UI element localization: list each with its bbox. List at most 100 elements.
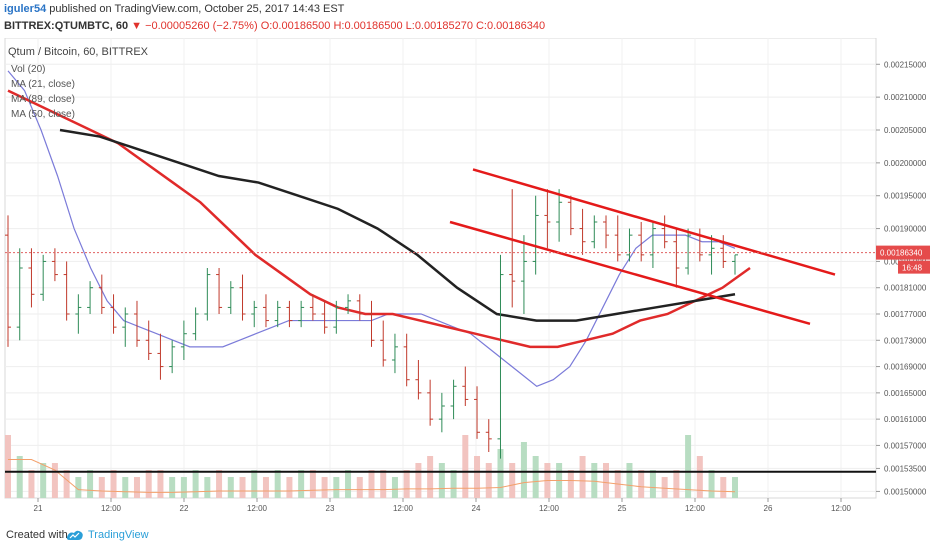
volume-bar bbox=[309, 470, 316, 498]
y-tick-label: 0.00205000 bbox=[884, 126, 927, 135]
volume-bar bbox=[333, 477, 340, 498]
volume-bar bbox=[133, 477, 140, 498]
volume-bar bbox=[298, 470, 305, 498]
volume-bar bbox=[321, 477, 328, 498]
volume-bar bbox=[16, 456, 23, 498]
x-tick-label: 23 bbox=[326, 504, 335, 513]
y-tick-label: 0.00165000 bbox=[884, 389, 927, 398]
ma50-line bbox=[59, 128, 736, 322]
y-tick-label: 0.00161000 bbox=[884, 415, 927, 424]
volume-bar bbox=[591, 463, 598, 498]
volume-bar bbox=[239, 477, 246, 498]
created-with-label: Created with bbox=[6, 529, 68, 541]
x-tick-label: 12:00 bbox=[831, 504, 852, 513]
x-tick-label: 12:00 bbox=[247, 504, 268, 513]
volume-bar bbox=[227, 477, 234, 498]
footer: Created with TradingView bbox=[0, 522, 932, 550]
volume-bar bbox=[427, 456, 434, 498]
volume-bar bbox=[110, 470, 117, 498]
volume-bar bbox=[462, 435, 469, 498]
volume-ma-line bbox=[8, 459, 736, 493]
volume-bar bbox=[696, 456, 703, 498]
x-tick-label: 12:00 bbox=[539, 504, 560, 513]
volume-bar bbox=[28, 470, 35, 498]
volume-bar bbox=[145, 470, 152, 498]
volume-bar bbox=[649, 470, 656, 498]
y-tick-label: 0.00150000 bbox=[884, 487, 927, 496]
y-tick-label: 0.00215000 bbox=[884, 60, 927, 69]
x-tick-label: 12:00 bbox=[685, 504, 706, 513]
chart-header: iguler54 published on TradingView.com, O… bbox=[0, 0, 932, 38]
plot-area bbox=[4, 38, 877, 499]
volume-bar bbox=[403, 470, 410, 498]
publish-info: iguler54 published on TradingView.com, O… bbox=[4, 3, 344, 15]
volume-bar bbox=[673, 470, 680, 498]
legend-entry: MA (89, close) bbox=[11, 94, 75, 105]
x-tick-label: 26 bbox=[764, 504, 773, 513]
volume-bar bbox=[75, 477, 82, 498]
volume-bar bbox=[708, 470, 715, 498]
volume-bar bbox=[391, 477, 398, 498]
volume-bar bbox=[356, 477, 363, 498]
y-tick-label: 0.00157000 bbox=[884, 441, 927, 450]
volume-bar bbox=[380, 470, 387, 498]
volume-bar bbox=[169, 477, 176, 498]
volume-bar bbox=[638, 470, 645, 498]
y-tick-label: 0.00190000 bbox=[884, 225, 927, 234]
chart-title: Qtum / Bitcoin, 60, BITTREX bbox=[8, 46, 149, 58]
volume-bar bbox=[438, 463, 445, 498]
y-tick-label: 0.00210000 bbox=[884, 93, 927, 102]
volume-bar bbox=[51, 463, 58, 498]
volume-bar bbox=[87, 470, 94, 498]
x-tick-label: 12:00 bbox=[393, 504, 414, 513]
volume-bar bbox=[251, 470, 258, 498]
volume-bar bbox=[204, 477, 211, 498]
volume-bar bbox=[497, 449, 504, 498]
volume-bar bbox=[732, 477, 738, 498]
volume-bar bbox=[661, 477, 668, 498]
volume-bar bbox=[5, 435, 11, 498]
volume-bar bbox=[286, 477, 293, 498]
volume-bar bbox=[567, 470, 574, 498]
volume-bar bbox=[122, 477, 129, 498]
published-text: published on TradingView.com, October 25… bbox=[46, 3, 345, 15]
change-arrow-icon: ▼ bbox=[131, 20, 143, 32]
tradingview-brand-link[interactable]: TradingView bbox=[88, 529, 149, 541]
x-tick-label: 25 bbox=[618, 504, 627, 513]
volume-bar bbox=[520, 442, 527, 498]
volume-bar bbox=[157, 470, 164, 498]
volume-bar bbox=[274, 470, 281, 498]
countdown-label: 16:48 bbox=[902, 264, 923, 273]
y-tick-label: 0.00177000 bbox=[884, 310, 927, 319]
x-tick-label: 24 bbox=[472, 504, 481, 513]
volume-bar bbox=[40, 463, 47, 498]
last-price-label: 0.00186340 bbox=[880, 249, 923, 258]
volume-bar bbox=[720, 477, 727, 498]
x-tick-label: 12:00 bbox=[101, 504, 122, 513]
x-tick-label: 22 bbox=[180, 504, 189, 513]
volume-bar bbox=[192, 470, 199, 498]
y-tick-label: 0.00181000 bbox=[884, 284, 927, 293]
volume-bar bbox=[63, 470, 70, 498]
volume-bar bbox=[532, 456, 539, 498]
volume-bar bbox=[685, 435, 692, 498]
volume-bar bbox=[180, 477, 187, 498]
ma89-line bbox=[7, 89, 751, 349]
tradingview-logo-icon bbox=[66, 530, 83, 540]
symbol-info: BITTREX:QTUMBTC, 60 ▼ −0.00005260 (−2.75… bbox=[4, 20, 545, 32]
countdown-box bbox=[898, 260, 930, 274]
y-tick-label: 0.00169000 bbox=[884, 363, 927, 372]
volume-bar bbox=[368, 470, 375, 498]
price-chart[interactable]: 0.00215000 0.00210000 0.00205000 0.00200000… bbox=[0, 38, 932, 522]
price-change: −0.00005260 (−2.75%) bbox=[145, 20, 258, 32]
y-tick-label: 0.00173000 bbox=[884, 336, 927, 345]
legend-entry: MA (50, close) bbox=[11, 109, 75, 120]
volume-bar bbox=[345, 470, 352, 498]
author-link[interactable]: iguler54 bbox=[4, 3, 47, 15]
volume-bar bbox=[216, 470, 223, 498]
volume-bar bbox=[262, 477, 269, 498]
volume-bar bbox=[579, 456, 586, 498]
volume-bar bbox=[474, 456, 481, 498]
y-tick-label: 0.00153500 bbox=[884, 464, 927, 473]
volume-bar bbox=[603, 463, 610, 498]
